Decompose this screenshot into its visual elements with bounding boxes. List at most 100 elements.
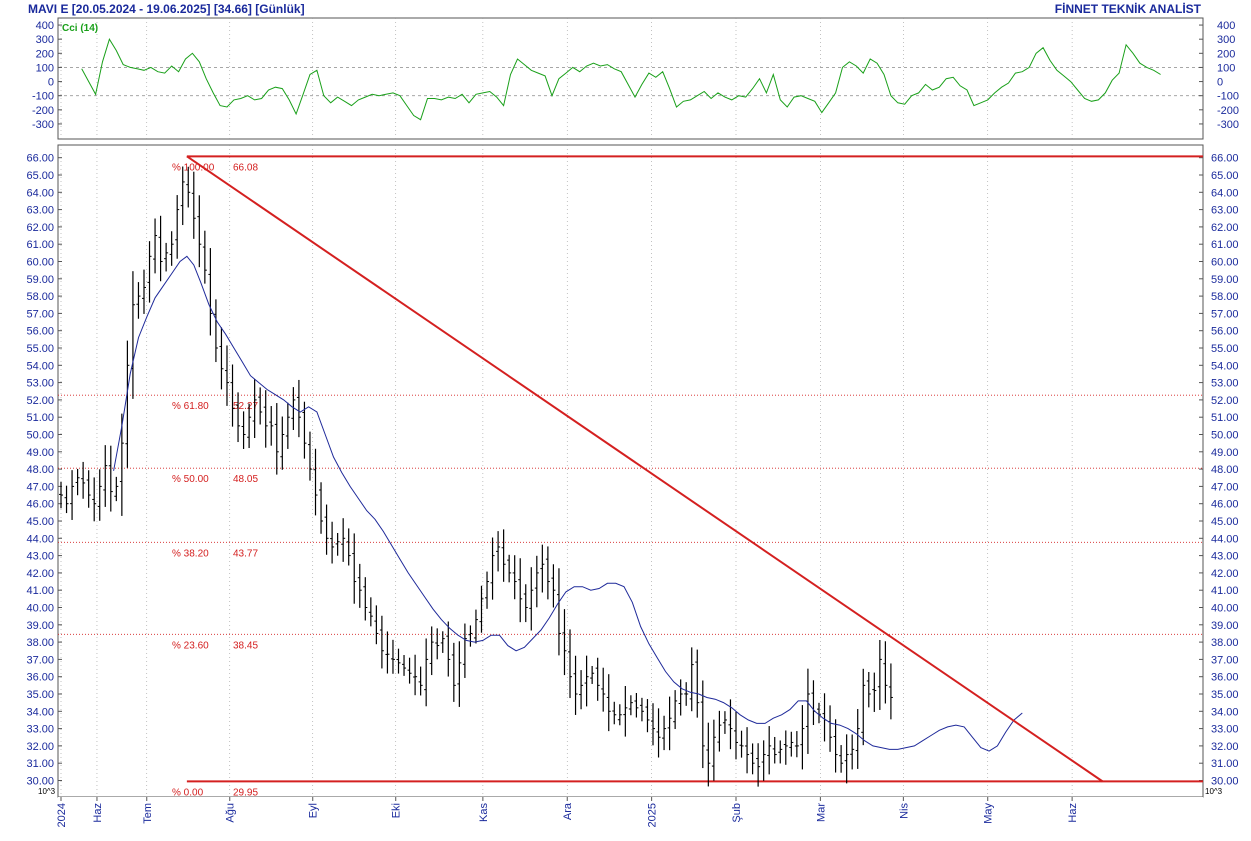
- price-bar: [451, 642, 456, 702]
- price-bar: [230, 364, 235, 427]
- price-tick-label-left: 55.00: [26, 343, 54, 355]
- fib-value-label: 29.95: [233, 787, 258, 798]
- cci-y-axis-left: -300 -200 -100 0 100 200 300 400: [32, 20, 62, 131]
- price-tick-label-left: 35.00: [26, 689, 54, 701]
- x-tick-label: 2024: [56, 803, 68, 827]
- price-bar: [424, 638, 429, 707]
- price-tick-label-left: 46.00: [26, 499, 54, 511]
- price-y-axis-left: 30.00 31.00 32.00 33.00 34.00 35.00 36.00 37.00…: [26, 153, 62, 788]
- price-bar: [462, 623, 467, 678]
- price-bar: [197, 195, 202, 268]
- price-bar: [147, 241, 152, 303]
- price-tick-label-left: 54.00: [26, 360, 54, 372]
- price-bar: [639, 697, 644, 722]
- price-bar: [429, 626, 434, 676]
- price-bar: [169, 231, 174, 266]
- cci-grid: [58, 18, 1203, 139]
- price-tick-label-right: 41.00: [1211, 585, 1239, 597]
- price-bar: [103, 445, 108, 507]
- cci-tick-label-right: 200: [1217, 48, 1235, 60]
- price-tick-label-left: 34.00: [26, 706, 54, 718]
- price-bar: [457, 641, 462, 707]
- price-bar: [324, 504, 329, 555]
- price-bar: [540, 544, 545, 593]
- price-bar: [153, 218, 158, 274]
- price-bar: [224, 345, 229, 406]
- fibonacci-retracement: % 100.00 66.08 % 61.80 52.27 % 50.00 48.05 % 3…: [58, 155, 1203, 798]
- fib-trend-line: [186, 155, 1104, 783]
- price-bar: [164, 242, 169, 272]
- price-tick-label-left: 39.00: [26, 620, 54, 632]
- price-bar: [695, 649, 700, 718]
- price-bar: [496, 531, 501, 572]
- price-tick-label-left: 37.00: [26, 654, 54, 666]
- price-bar: [352, 533, 357, 604]
- price-bar: [700, 680, 705, 769]
- price-bar: [236, 392, 241, 443]
- price-tick-label-right: 63.00: [1211, 205, 1239, 217]
- price-bar: [767, 726, 772, 775]
- x-axis: 2024 Haz Tem Ağu Eyl Eki Kas Ara 2025 Şub Mar Nis Ma…: [56, 797, 1079, 827]
- price-bar: [689, 647, 694, 712]
- price-bar: [473, 609, 478, 644]
- fib-value-label: 38.45: [233, 640, 258, 651]
- price-bar: [70, 470, 75, 520]
- price-tick-label-left: 48.00: [26, 464, 54, 476]
- price-bar: [745, 727, 750, 774]
- price-bar: [623, 686, 628, 737]
- price-bar: [888, 663, 893, 720]
- price-grid: [60, 145, 1073, 797]
- price-tick-label-right: 31.00: [1211, 758, 1239, 770]
- price-bar: [252, 379, 257, 439]
- x-tick-label: Haz: [92, 803, 104, 823]
- price-bar: [861, 668, 866, 746]
- price-tick-label-left: 65.00: [26, 170, 54, 182]
- price-tick-label-left: 40.00: [26, 603, 54, 615]
- price-tick-label-left: 60.00: [26, 257, 54, 269]
- price-bar: [180, 166, 185, 226]
- x-tick-label: Şub: [731, 803, 743, 823]
- cci-line: [81, 37, 1161, 121]
- fib-percent-label: % 0.00: [172, 787, 204, 798]
- price-bar: [573, 655, 578, 715]
- price-bar: [518, 558, 523, 623]
- price-bar: [374, 605, 379, 645]
- price-bar: [86, 470, 91, 508]
- price-bar: [667, 696, 672, 751]
- price-bar: [601, 667, 606, 712]
- price-tick-label-right: 44.00: [1211, 533, 1239, 545]
- price-bar: [534, 555, 539, 608]
- price-tick-label-right: 60.00: [1211, 257, 1239, 269]
- price-bar: [274, 403, 279, 475]
- cci-tick-label-right: 100: [1217, 62, 1235, 74]
- price-bar: [479, 585, 484, 633]
- right-multiplier-label: 10^3: [1205, 787, 1223, 796]
- x-tick-label: May: [983, 803, 995, 824]
- cci-tick-label-left: -200: [32, 105, 54, 117]
- price-tick-label-left: 53.00: [26, 378, 54, 390]
- price-tick-label-right: 59.00: [1211, 274, 1239, 286]
- price-bar: [258, 387, 263, 425]
- price-bar: [313, 448, 318, 516]
- price-bar: [579, 670, 584, 710]
- price-bar: [363, 577, 368, 621]
- price-bar: [413, 654, 418, 696]
- price-tick-label-right: 34.00: [1211, 706, 1239, 718]
- fib-percent-label: % 38.20: [172, 548, 209, 559]
- price-tick-label-left: 47.00: [26, 481, 54, 493]
- price-bar: [844, 734, 849, 784]
- price-bar: [490, 537, 495, 600]
- price-tick-label-left: 63.00: [26, 205, 54, 217]
- price-bar: [114, 476, 119, 502]
- price-tick-label-left: 30.00: [26, 776, 54, 788]
- price-bar: [739, 730, 744, 758]
- price-bar: [728, 699, 733, 750]
- price-bar: [296, 379, 301, 438]
- price-bar: [617, 704, 622, 726]
- price-tick-label-right: 39.00: [1211, 620, 1239, 632]
- price-bar: [335, 533, 340, 556]
- price-tick-label-right: 50.00: [1211, 430, 1239, 442]
- price-tick-label-right: 52.00: [1211, 395, 1239, 407]
- price-tick-label-left: 58.00: [26, 291, 54, 303]
